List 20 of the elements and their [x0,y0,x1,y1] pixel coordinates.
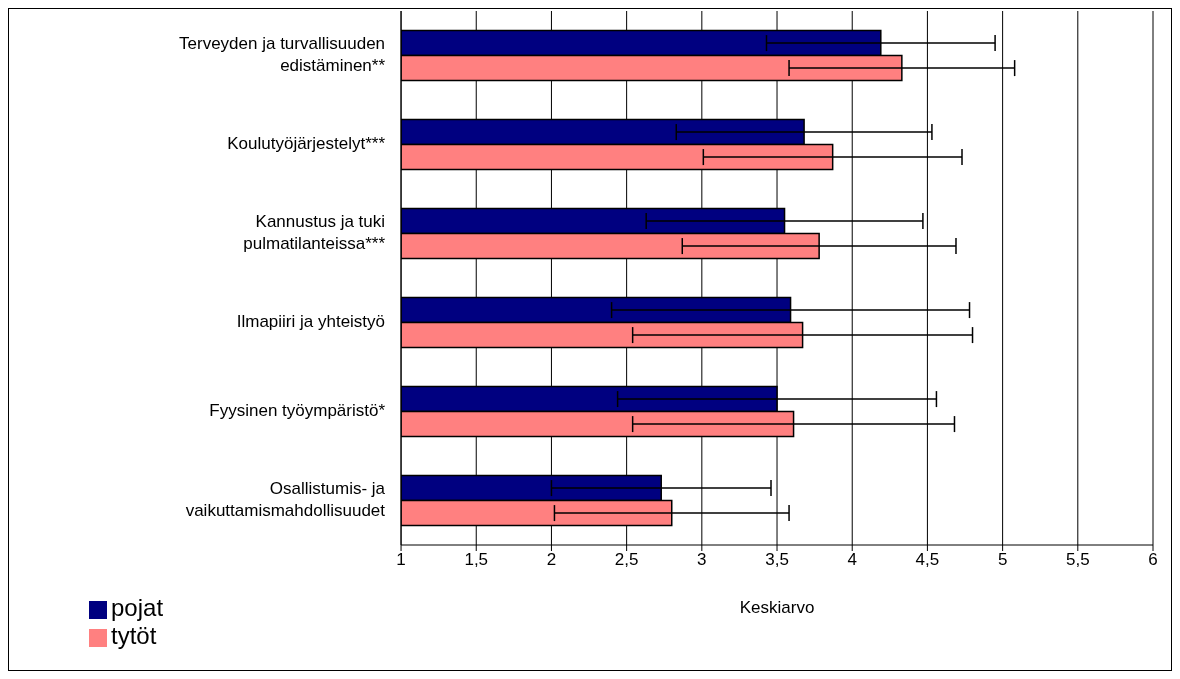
x-tick-label: 2 [546,550,557,570]
y-tick-label: Fyysinen työympäristö* [209,400,386,420]
x-tick-label: 5,5 [1065,550,1090,570]
y-tick-label: Koulutyöjärjestelyt*** [227,133,386,153]
x-tick-label: 5 [997,550,1008,570]
x-tick-label: 2,5 [614,550,639,570]
x-tick-label: 3,5 [765,550,789,570]
x-tick-label: 1 [396,550,406,570]
y-tick-label: Kannustus ja tuki pulmatilanteissa*** [243,211,386,253]
y-tick-label: Osallistumis- ja vaikuttamismahdollisuudet [185,478,386,520]
x-tick-label: 4 [847,550,857,570]
x-tick-label: 4,5 [915,550,940,570]
x-tick-label: 1,5 [464,550,489,570]
x-tick-label: 6 [1148,550,1158,570]
y-tick-label: Terveyden ja turvallisuuden edistäminen** [179,33,386,75]
x-axis-title: Keskiarvo [739,598,815,617]
y-tick-label: Ilmapiiri ja yhteistyö [236,311,386,331]
x-tick-label: 3 [697,550,707,570]
legend-label: pojat [111,594,164,621]
legend-label: tytöt [111,622,157,649]
